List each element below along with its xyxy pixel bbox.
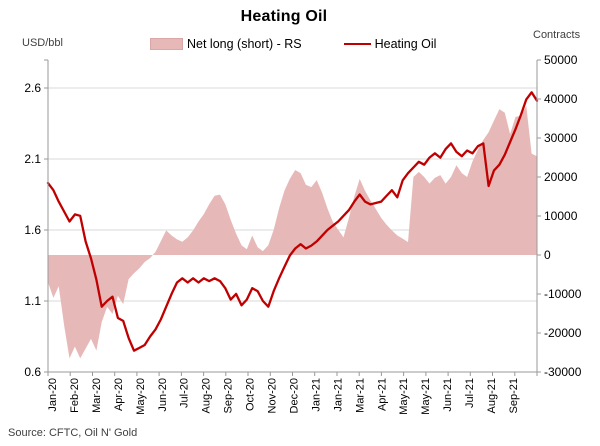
x-axis-tick-label: May-20 <box>135 378 147 415</box>
x-axis-tick-label: Jun-20 <box>157 378 169 412</box>
x-axis-tick-label: Jul-20 <box>179 378 191 408</box>
x-axis-tick-label: May-21 <box>398 378 410 415</box>
left-axis-tick-label: 2.1 <box>24 152 41 166</box>
x-axis-tick-label: Jan-21 <box>310 378 322 412</box>
x-axis-tick-label: Sep-20 <box>223 378 235 413</box>
left-axis-tick-label: 0.6 <box>24 365 41 379</box>
x-axis-tick-label: Jul-21 <box>464 378 476 408</box>
legend: Net long (short) - RS Heating Oil <box>150 37 436 51</box>
legend-item-heating-oil: Heating Oil <box>343 37 437 51</box>
x-axis-tick-label: Apr-21 <box>376 378 388 411</box>
right-axis-tick-label: 30000 <box>544 131 578 145</box>
x-axis-tick-label: Mar-21 <box>354 378 366 413</box>
net-long-area <box>48 106 537 359</box>
x-axis-tick-label: Mar-20 <box>91 378 103 413</box>
source-note: Source: CFTC, Oil N' Gold <box>8 427 138 439</box>
left-axis-tick-label: 1.1 <box>24 294 41 308</box>
chart-title: Heating Oil <box>240 8 328 25</box>
right-axis-tick-label: 0 <box>544 248 551 262</box>
right-axis-tick-label: 50000 <box>544 53 578 67</box>
x-axis-tick-label: Aug-20 <box>201 378 213 413</box>
heating-oil-line <box>46 91 539 352</box>
x-axis-tick-label: Jan-21 <box>332 378 344 412</box>
x-axis-tick-label: Jun-21 <box>442 378 454 412</box>
x-axis-tick-label: May-21 <box>420 378 432 415</box>
legend-item-net-long: Net long (short) - RS <box>150 37 302 51</box>
right-axis-tick-label: -20000 <box>544 326 582 340</box>
left-axis-unit-label: USD/bbl <box>22 37 63 49</box>
x-axis-tick-label: Apr-20 <box>113 378 125 411</box>
x-axis-tick-label: Sep-21 <box>508 378 520 413</box>
right-axis-tick-label: 10000 <box>544 209 578 223</box>
right-axis-tick-label: -10000 <box>544 287 582 301</box>
x-axis-tick-label: Aug-21 <box>486 378 498 413</box>
right-axis-tick-label: 20000 <box>544 170 578 184</box>
x-axis-tick-label: Jan-20 <box>47 378 59 412</box>
x-axis-tick-label: Dec-20 <box>289 378 301 413</box>
left-axis-tick-label: 2.6 <box>24 81 41 95</box>
right-axis-unit-label: Contracts <box>533 29 581 41</box>
area-swatch-icon <box>150 38 183 50</box>
left-axis-tick-label: 1.6 <box>24 223 41 237</box>
legend-label-net-long: Net long (short) - RS <box>187 37 302 51</box>
legend-label-heating-oil: Heating Oil <box>374 37 437 51</box>
right-axis-tick-label: 40000 <box>544 92 578 106</box>
x-axis-tick-label: Feb-20 <box>69 378 81 413</box>
x-axis-tick-label: Nov-20 <box>267 378 279 413</box>
x-axis-tick-label: Oct-20 <box>245 378 257 411</box>
right-axis-tick-label: -30000 <box>544 365 582 379</box>
line-swatch-icon <box>343 42 371 46</box>
